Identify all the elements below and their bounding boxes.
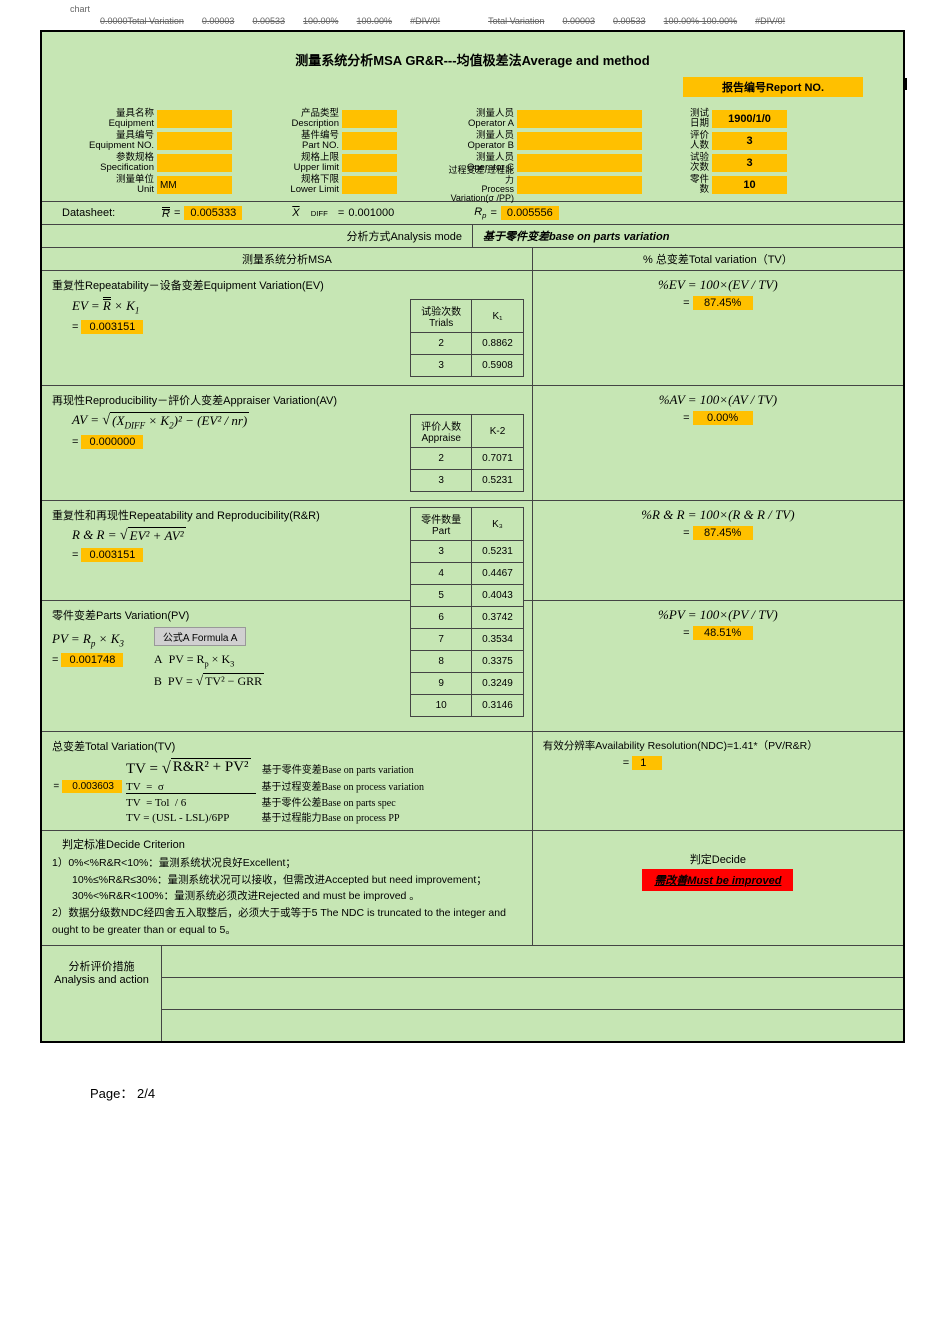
sheet-title: 测量系统分析MSA GR&R---均值极差法Average and method bbox=[42, 32, 903, 77]
trialn-value: 3 bbox=[712, 154, 787, 172]
av-pct-formula: %AV = 100×(AV / TV) bbox=[543, 392, 893, 408]
section-header: 测量系统分析MSA % 总变差Total variation（TV） bbox=[42, 248, 903, 271]
description-label: 产品类型 Description bbox=[262, 109, 342, 129]
meta-grid: 量具名称 Equipment 产品类型 Description 测量人员 Ope… bbox=[42, 105, 903, 201]
partno-input[interactable] bbox=[342, 132, 397, 150]
apprn-label: 评价 人数 bbox=[672, 131, 712, 151]
ev-section: 重复性Repeatability－设备变差Equipment Variation… bbox=[42, 271, 903, 386]
av-pct-result: 0.00% bbox=[693, 411, 753, 425]
rp-symbol: Rp bbox=[474, 206, 486, 220]
rbar-value: 0.005333 bbox=[184, 206, 242, 220]
ev-result: 0.003151 bbox=[81, 320, 143, 334]
operator-a-label: 测量人员 Operator A bbox=[447, 109, 517, 129]
criterion-1: 1）0%<%R&R<10%：量测系统状况良好Excellent； bbox=[52, 855, 522, 872]
description-input[interactable] bbox=[342, 110, 397, 128]
xdiff-value: 0.001000 bbox=[348, 207, 394, 219]
procvar-label: 过程变差/过程能力 Process Variation(σ /PP) bbox=[447, 166, 517, 204]
ndc-title: 有效分辨率Availability Resolution(NDC)=1.41*（… bbox=[543, 738, 893, 753]
av-result: 0.000000 bbox=[81, 435, 143, 449]
apprn-value: 3 bbox=[712, 132, 787, 150]
decide-badge: 需改善Must be improved bbox=[642, 869, 793, 891]
report-no-label: 报告编号Report NO. bbox=[683, 77, 863, 97]
equipment-label: 量具名称 Equipment bbox=[62, 109, 157, 129]
k2-table: 评价人数 AppraiseK-2 20.7071 30.5231 bbox=[410, 414, 524, 492]
datasheet-label: Datasheet: bbox=[62, 207, 142, 219]
action-body[interactable] bbox=[162, 946, 903, 1041]
procvar-input[interactable] bbox=[517, 176, 642, 194]
trialn-label: 试验 次数 bbox=[672, 153, 712, 173]
analysis-mode-row: 分析方式Analysis mode 基于零件变差base on parts va… bbox=[42, 225, 903, 248]
criterion-2: 10%≤%R&R≤30%：量测系统状况可以接收，但需改进Accepted but… bbox=[72, 872, 522, 889]
spec-input[interactable] bbox=[157, 154, 232, 172]
rr-pct-formula: %R & R = 100×(R & R / TV) bbox=[543, 507, 893, 523]
partn-value: 10 bbox=[712, 176, 787, 194]
msa-sheet: 测量系统分析MSA GR&R---均值极差法Average and method… bbox=[40, 30, 905, 1043]
formula-a-label: 公式A Formula A bbox=[154, 627, 246, 646]
operator-b-input[interactable] bbox=[517, 132, 642, 150]
decide-section: 判定标准Decide Criterion 1）0%<%R&R<10%：量测系统状… bbox=[42, 831, 903, 946]
xdiff-symbol: X bbox=[292, 207, 299, 219]
equipno-label: 量具编号 Equipment NO. bbox=[62, 131, 157, 151]
pv-result: 0.001748 bbox=[61, 653, 123, 667]
operator-c-input[interactable] bbox=[517, 154, 642, 172]
pv-sub-a: A PV = Rp × K3 bbox=[154, 652, 264, 668]
datasheet-row: Datasheet: R = 0.005333 X DIFF = 0.00100… bbox=[42, 201, 903, 225]
decide-title: 判定标准Decide Criterion bbox=[62, 837, 522, 855]
pv-sub-b: B PV = TV² − GRR bbox=[154, 673, 264, 689]
action-section: 分析评价措施 Analysis and action bbox=[42, 946, 903, 1041]
ndc-result: 1 bbox=[632, 756, 662, 770]
testdate-value: 1900/1/0 bbox=[712, 110, 787, 128]
testdate-label: 测试 日期 bbox=[672, 109, 712, 129]
operator-b-label: 测量人员 Operator B bbox=[447, 131, 517, 151]
top-strip: chart bbox=[0, 0, 945, 16]
ev-pct-formula: %EV = 100×(EV / TV) bbox=[543, 277, 893, 293]
rr-pv-block: 重复性和再现性Repeatability and Reproducibility… bbox=[42, 501, 903, 732]
pv-pct-result: 48.51% bbox=[693, 626, 753, 640]
tv-title: 总变差Total Variation(TV) bbox=[52, 738, 522, 754]
upper-input[interactable] bbox=[342, 154, 397, 172]
lower-label: 规格下限 Lower Limit bbox=[262, 175, 342, 195]
ev-title: 重复性Repeatability－设备变差Equipment Variation… bbox=[52, 277, 522, 293]
operator-a-input[interactable] bbox=[517, 110, 642, 128]
criterion-4: 2）数据分级数NDC经四舍五入取整后，必须大于或等于5 The NDC is t… bbox=[52, 905, 522, 939]
rr-result: 0.003151 bbox=[81, 548, 143, 562]
upper-label: 规格上限 Upper limit bbox=[262, 153, 342, 173]
spec-label: 参数规格 Specification bbox=[62, 153, 157, 173]
pv-formula: PV = Rp × K3 bbox=[52, 631, 124, 649]
top-data-strip: 0.0000Total Variation0.000030.00533100.0… bbox=[0, 16, 945, 30]
equipment-input[interactable] bbox=[157, 110, 232, 128]
av-section: 再现性Reproducibility－評价人变差Appraiser Variat… bbox=[42, 386, 903, 501]
rbar-symbol: R bbox=[162, 207, 170, 220]
av-title: 再现性Reproducibility－評价人变差Appraiser Variat… bbox=[52, 392, 522, 408]
k3-table: 零件数量 PartK₃ 30.5231 40.4467 50.4043 60.3… bbox=[410, 507, 524, 717]
tv-formula-1: TV = R&R² + PV² 基于零件变差Base on parts vari… bbox=[126, 758, 502, 778]
rr-pct-result: 87.45% bbox=[693, 526, 753, 540]
criterion-3: 30%<%R&R<100%：量测系统必须改进Rejected and must … bbox=[72, 888, 522, 905]
ev-pct-result: 87.45% bbox=[693, 296, 753, 310]
k1-table: 试验次数 TrialsK₁ 20.8862 30.5908 bbox=[410, 299, 524, 377]
equipno-input[interactable] bbox=[157, 132, 232, 150]
action-label: 分析评价措施 Analysis and action bbox=[42, 946, 162, 1041]
lower-input[interactable] bbox=[342, 176, 397, 194]
rp-value: 0.005556 bbox=[501, 206, 559, 220]
tv-result: 0.003603 bbox=[62, 780, 122, 793]
partn-label: 零件 数 bbox=[672, 175, 712, 195]
mode-value: 基于零件变差base on parts variation bbox=[473, 225, 903, 247]
unit-input[interactable]: MM bbox=[157, 176, 232, 194]
partno-label: 基件编号 Part NO. bbox=[262, 131, 342, 151]
pv-pct-formula: %PV = 100×(PV / TV) bbox=[543, 607, 893, 623]
decide-label: 判定Decide bbox=[543, 851, 893, 867]
unit-label: 测量单位 Unit bbox=[62, 175, 157, 195]
tv-section: 总变差Total Variation(TV) = 0.003603 TV = R… bbox=[42, 732, 903, 831]
page-footer: Page： 2/4 bbox=[0, 1043, 945, 1122]
mode-label: 分析方式Analysis mode bbox=[42, 225, 473, 247]
